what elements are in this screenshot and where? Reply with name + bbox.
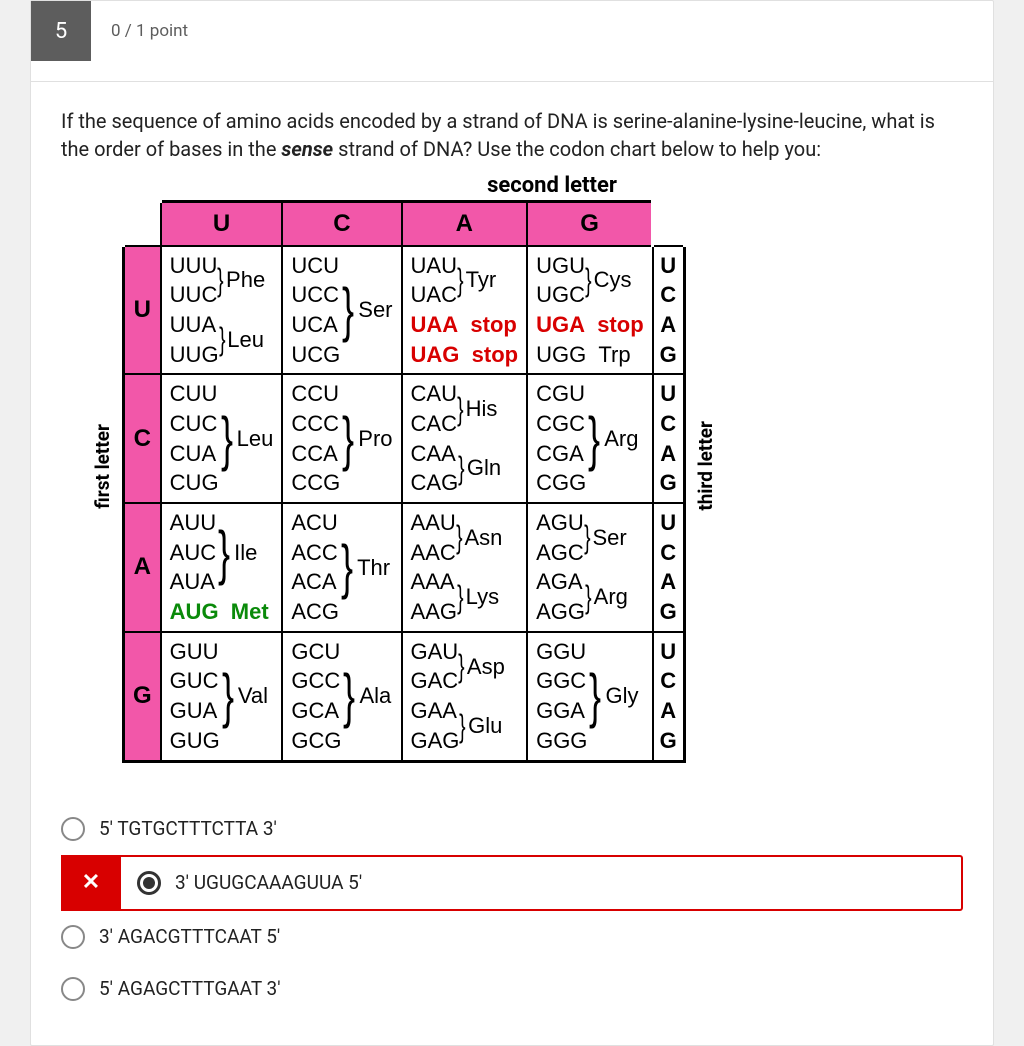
codon-cell: UGUUGC}CysUGA stopUGG Trp: [527, 246, 653, 375]
third-letter-col: UCAG: [653, 632, 685, 761]
question-header: 5 0 / 1 point: [31, 1, 993, 82]
codon-cell: AAUAAC}AsnAAAAAG}Lys: [402, 503, 528, 632]
codon-cell: GCUGCCGCAGCG}Ala: [282, 632, 401, 761]
answer-text: 5' AGAGCTTTGAAT 3': [99, 977, 281, 1000]
codon-cell: UCUUCCUCAUCG}Ser: [282, 246, 401, 375]
codon-cell: CUUCUCCUACUG}Leu: [161, 374, 283, 503]
third-letter-col: UCAG: [653, 503, 685, 632]
third-letter-col: UCAG: [653, 246, 685, 375]
question-text-part2: strand of DNA? Use the codon chart below…: [333, 137, 821, 161]
codon-cell: CGUCGCCGACGG}Arg: [527, 374, 653, 503]
third-letter-col: UCAG: [653, 374, 685, 503]
codon-cell: CAUCAC}HisCAACAG}Gln: [402, 374, 528, 503]
answer-option[interactable]: 5' TGTGCTTTCTTA 3': [61, 803, 963, 855]
col-header: U: [161, 202, 283, 246]
codon-cell: GUUGUCGUAGUG}Val: [161, 632, 283, 761]
codon-cell: AUUAUCAUA}IleAUG Met: [161, 503, 283, 632]
codon-cell: CCUCCCCCACCG}Pro: [282, 374, 401, 503]
third-letter-label: third letter: [694, 421, 717, 541]
col-header: C: [282, 202, 401, 246]
radio-button[interactable]: [137, 871, 161, 895]
second-letter-label: second letter: [141, 173, 963, 198]
codon-table: UCAGUUUUUUC}PheUUAUUG}LeuUCUUCCUCAUCG}Se…: [122, 200, 686, 763]
radio-button[interactable]: [61, 925, 85, 949]
radio-button[interactable]: [61, 817, 85, 841]
question-text: If the sequence of amino acids encoded b…: [31, 82, 993, 173]
question-card: 5 0 / 1 point If the sequence of amino a…: [30, 0, 994, 1046]
answer-text: 3' UGUGCAAAGUUA 5': [175, 871, 362, 894]
codon-cell: UUUUUC}PheUUAUUG}Leu: [161, 246, 283, 375]
row-header: G: [124, 632, 161, 761]
codon-cell: AGUAGC}SerAGAAGG}Arg: [527, 503, 653, 632]
first-letter-label: first letter: [91, 424, 114, 539]
answer-text: 5' TGTGCTTTCTTA 3': [99, 817, 277, 840]
wrong-icon: ✕: [61, 855, 121, 911]
question-number: 5: [31, 1, 91, 61]
answer-option[interactable]: 3' AGACGTTTCAAT 5': [61, 911, 963, 963]
answer-option[interactable]: 5' AGAGCTTTGAAT 3': [61, 963, 963, 1015]
codon-cell: ACUACCACAACG}Thr: [282, 503, 401, 632]
answer-option[interactable]: ✕ 3' UGUGCAAAGUUA 5': [61, 855, 963, 911]
codon-cell: UAUUAC}TyrUAA stopUAG stop: [402, 246, 528, 375]
codon-cell: GAUGAC}AspGAAGAG}Glu: [402, 632, 528, 761]
answer-list: 5' TGTGCTTTCTTA 3' ✕ 3' UGUGCAAAGUUA 5' 3' …: [31, 783, 993, 1015]
row-header: U: [124, 246, 161, 375]
radio-button[interactable]: [61, 977, 85, 1001]
answer-text: 3' AGACGTTTCAAT 5': [99, 925, 280, 948]
codon-cell: GGUGGCGGAGGG}Gly: [527, 632, 653, 761]
row-header: C: [124, 374, 161, 503]
col-header: G: [527, 202, 653, 246]
row-header: A: [124, 503, 161, 632]
question-text-em: sense: [281, 137, 333, 161]
codon-chart-region: second letter first letter UCAGUUUUUUC}P…: [31, 173, 993, 783]
question-score: 0 / 1 point: [111, 21, 188, 41]
col-header: A: [402, 202, 528, 246]
